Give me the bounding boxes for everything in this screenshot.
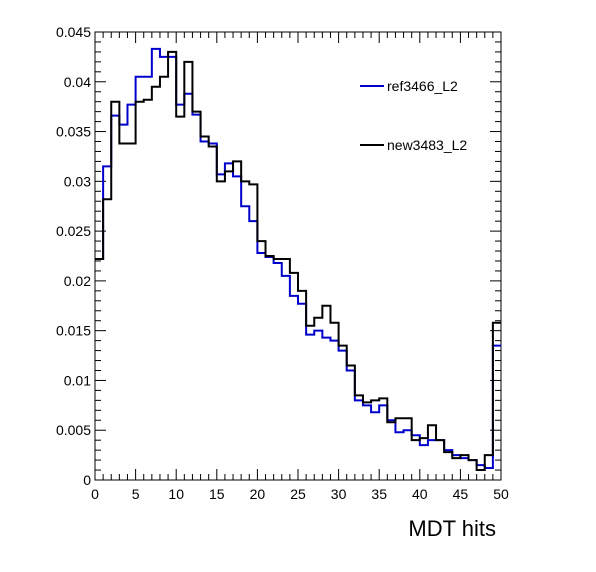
- legend: ref3466_L2 new3483_L2: [360, 78, 467, 153]
- axis-ticks: [94, 31, 502, 481]
- x-tick-label: 45: [453, 486, 469, 502]
- x-tick-label: 15: [209, 486, 225, 502]
- y-tick-label: 0.01: [64, 372, 91, 388]
- plot-frame: [94, 31, 502, 481]
- x-tick-label: 5: [132, 486, 140, 502]
- y-tick-label: 0.02: [64, 273, 91, 289]
- legend-label: new3483_L2: [387, 137, 467, 153]
- y-tick-label: 0.03: [64, 173, 91, 189]
- x-tick-label: 40: [412, 486, 428, 502]
- x-tick-label: 0: [91, 486, 99, 502]
- y-tick-label: 0.015: [56, 323, 91, 339]
- legend-label: ref3466_L2: [387, 78, 458, 94]
- x-tick-label: 35: [371, 486, 387, 502]
- x-tick-labels: 0 5 10 15 20 25 30 35 40 45 50: [91, 486, 509, 502]
- x-tick-label: 10: [168, 486, 184, 502]
- y-tick-label: 0.04: [64, 74, 91, 90]
- y-tick-labels: 0 0.005 0.01 0.015 0.02 0.025 0.03 0.035 0.04 0.0…: [56, 24, 91, 488]
- y-tick-label: 0.005: [56, 422, 91, 438]
- y-tick-label: 0.025: [56, 223, 91, 239]
- plot-area-border: [94, 31, 502, 481]
- x-tick-label: 50: [493, 486, 509, 502]
- x-tick-label: 25: [290, 486, 306, 502]
- series-layer: [95, 47, 501, 472]
- y-tick-label: 0: [83, 472, 91, 488]
- series-line-ref: [95, 47, 501, 470]
- x-axis-title: MDT hits: [408, 516, 496, 541]
- series-line-new: [95, 50, 501, 472]
- y-tick-label: 0.035: [56, 124, 91, 140]
- x-tick-label: 20: [250, 486, 266, 502]
- x-tick-label: 30: [331, 486, 347, 502]
- y-tick-label: 0.045: [56, 24, 91, 40]
